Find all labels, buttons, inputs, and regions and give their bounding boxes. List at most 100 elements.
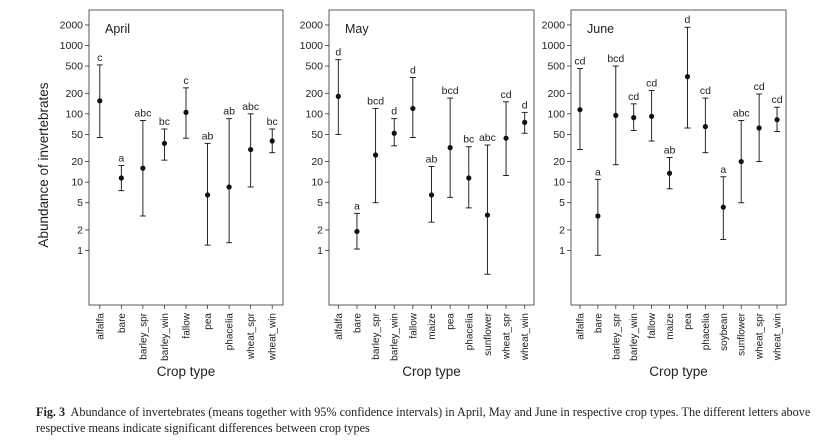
significance-letter: d: [335, 47, 341, 59]
y-tick-label: 10: [71, 177, 83, 189]
mean-point: [226, 184, 232, 190]
x-tick-label: sunflower: [483, 312, 494, 355]
mean-point: [410, 105, 416, 112]
mean-point: [140, 165, 146, 171]
significance-letter: bcd: [367, 95, 384, 107]
panel-title: May: [345, 22, 369, 36]
x-tick-label: phacelia: [701, 313, 712, 351]
y-tick-label: 1: [559, 245, 565, 257]
x-tick-label: wheat_win: [520, 313, 531, 361]
y-tick-label: 500: [65, 61, 83, 73]
y-tick-label: 20: [71, 156, 83, 168]
x-tick-label: fallow: [182, 312, 193, 338]
y-tick-label: 5: [317, 197, 323, 209]
significance-letter: cd: [700, 85, 711, 97]
y-tick-label: 10: [311, 177, 323, 189]
figure: Abundance of invertebrates April 1 2 5 10 20 5…: [36, 9, 787, 379]
x-tick-label: wheat_spr: [755, 312, 766, 360]
x-tick-label: alfalfa: [95, 313, 106, 340]
mean-point: [248, 146, 254, 153]
significance-letter: cd: [574, 56, 585, 68]
mean-point: [684, 74, 691, 80]
significance-letter: ab: [664, 144, 676, 156]
significance-letter: d: [522, 99, 528, 111]
y-tick-label: 20: [553, 156, 565, 168]
mean-point: [372, 152, 379, 158]
panel-title: April: [105, 22, 130, 36]
y-tick-label: 2000: [542, 19, 566, 31]
x-axis-title: Crop type: [402, 364, 461, 379]
x-tick-label: pea: [446, 313, 457, 330]
x-tick-label: barley_win: [629, 313, 640, 361]
x-tick-label: maize: [427, 313, 438, 340]
x-tick-label: barley_spr: [138, 312, 149, 359]
mean-point: [738, 158, 744, 165]
mean-point: [97, 98, 103, 104]
mean-point: [183, 109, 189, 115]
significance-letter: ab: [223, 106, 235, 118]
y-tick-label: 50: [553, 129, 565, 141]
caption-label: Fig. 3: [36, 405, 66, 419]
significance-letter: cd: [771, 94, 782, 106]
y-tick-label: 50: [71, 129, 83, 141]
x-tick-label: phacelia: [464, 313, 475, 351]
significance-letter: a: [354, 200, 360, 212]
x-tick-label: fallow: [408, 312, 419, 338]
y-tick-label: 100: [547, 108, 565, 120]
y-tick-label: 1: [77, 245, 83, 257]
mean-point: [447, 145, 453, 151]
panel-title: June: [587, 22, 614, 36]
x-tick-label: bare: [117, 313, 128, 333]
x-tick-label: soybean: [719, 313, 730, 351]
mean-point: [720, 204, 726, 210]
significance-letter: cd: [628, 91, 639, 103]
y-tick-label: 5: [77, 197, 83, 209]
y-tick-label: 100: [65, 108, 83, 120]
x-tick-label: wheat_win: [268, 313, 279, 361]
x-tick-label: phacelia: [225, 313, 236, 351]
significance-letter: d: [410, 65, 416, 77]
significance-letter: bc: [159, 116, 170, 128]
x-tick-label: pea: [203, 313, 214, 330]
mean-point: [428, 192, 435, 198]
significance-letter: abc: [242, 101, 259, 113]
significance-letter: ab: [426, 153, 438, 165]
x-tick-label: barley_spr: [611, 312, 622, 359]
y-tick-label: 2: [559, 224, 565, 236]
y-tick-label: 2: [317, 224, 323, 236]
y-axis-title: Abundance of invertebrates: [36, 82, 51, 247]
mean-point: [354, 228, 360, 235]
x-tick-label: bare: [593, 313, 604, 333]
mean-point: [391, 130, 397, 136]
y-tick-label: 2000: [300, 19, 324, 31]
x-tick-label: alfalfa: [334, 313, 345, 340]
y-tick-label: 200: [547, 88, 565, 100]
significance-letter: bcd: [442, 85, 459, 97]
mean-point: [577, 107, 583, 113]
mean-point: [702, 124, 708, 130]
caption-text: Abundance of invertebrates (means togeth…: [36, 405, 811, 435]
significance-letter: d: [391, 106, 397, 118]
x-tick-label: wheat_spr: [502, 312, 513, 360]
mean-point: [335, 93, 341, 99]
panel-april: April 1 2 5 10 20 50 100 200 500 1000 2000 alfalfa c b…: [60, 9, 284, 379]
significance-letter: d: [685, 14, 691, 26]
mean-point: [756, 125, 762, 131]
x-tick-label: bare: [352, 313, 363, 333]
significance-letter: cd: [500, 89, 511, 101]
x-axis-title: Crop type: [157, 364, 216, 379]
figure-caption: Fig. 3 Abundance of invertebrates (means…: [36, 404, 816, 436]
mean-point: [484, 212, 491, 218]
y-tick-label: 2000: [60, 19, 84, 31]
y-tick-label: 50: [311, 129, 323, 141]
x-tick-label: sunflower: [737, 312, 748, 355]
mean-point: [118, 175, 124, 181]
x-tick-label: barley_win: [160, 313, 171, 361]
y-tick-label: 10: [553, 177, 565, 189]
mean-point: [161, 140, 168, 146]
y-tick-label: 500: [305, 61, 323, 73]
significance-letter: abc: [479, 132, 496, 144]
significance-letter: a: [595, 166, 601, 178]
x-tick-label: wheat_spr: [246, 312, 257, 360]
x-tick-label: barley_spr: [371, 312, 382, 359]
